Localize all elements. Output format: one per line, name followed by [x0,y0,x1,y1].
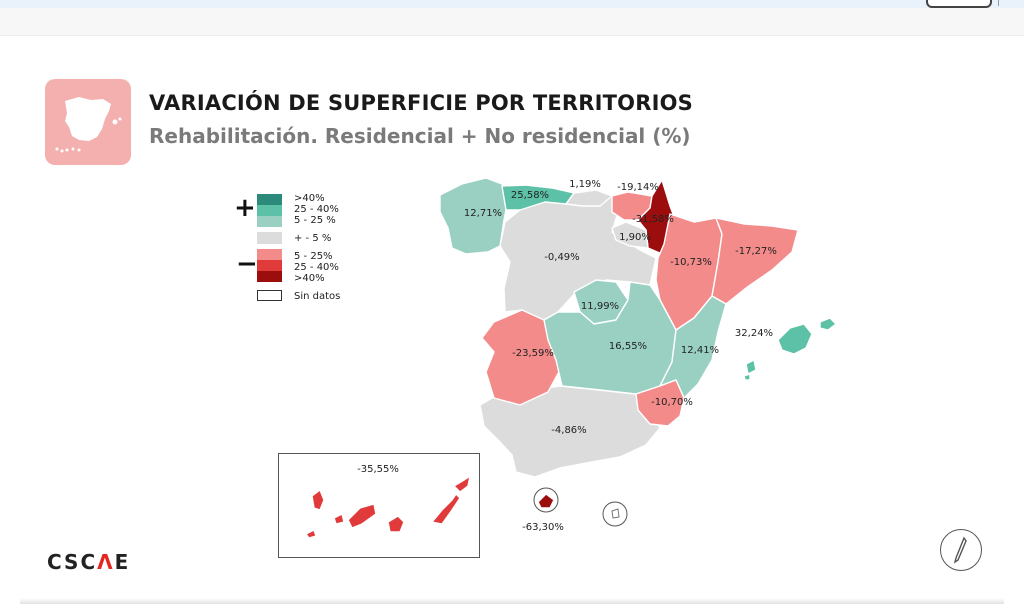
region-baleares-ibiza[interactable] [745,359,757,375]
region-valencia[interactable] [659,295,727,399]
legend-swatch-no-data [257,290,282,301]
compass-icon[interactable] [940,529,982,571]
legend-label: 25 - 40% [294,262,339,273]
region-value-label: -31,58% [632,214,674,225]
legend-minus-symbol: − [236,249,258,279]
browser-top-bar [0,0,1024,8]
region-value-label: -10,70% [651,397,693,408]
legend-swatch-pos-low [257,216,282,227]
region-value-label: 11,99% [581,301,619,312]
region-ceuta[interactable] [537,493,555,509]
region-melilla[interactable] [611,508,620,519]
region-canarias-hierro[interactable] [305,529,317,539]
canarias-inset-box [278,453,480,558]
region-canarias-lanzarote[interactable] [453,475,471,493]
header-band [0,8,1024,36]
legend-label: 25 - 40% [294,204,339,215]
region-castilla-la-mancha[interactable] [543,281,677,395]
legend: + − >40% 25 - 40% 5 - 25 % + - 5 % 5 - 2… [232,190,372,310]
region-value-label: 25,58% [511,190,549,201]
region-murcia[interactable] [635,379,685,427]
region-baleares[interactable] [777,323,813,355]
region-baleares-menorca[interactable] [819,317,837,331]
region-canarias-lapalma[interactable] [311,489,325,511]
legend-swatch-neg-mid [257,260,282,271]
legend-swatch-pos-high [257,194,282,205]
region-value-label: -17,27% [735,246,777,257]
legend-label: + - 5 % [294,233,332,244]
top-button[interactable] [926,0,992,8]
cscae-logo: CSCΛE [47,550,131,574]
region-value-label: -23,59% [512,348,554,359]
legend-swatch-neg-low [257,249,282,260]
region-cantabria[interactable] [565,189,613,207]
legend-plus-symbol: + [234,193,256,223]
region-value-label: -35,55% [357,464,399,475]
legend-label: 5 - 25% [294,251,333,262]
legend-swatch-pos-mid [257,205,282,216]
legend-label: >40% [294,193,325,204]
region-canarias-tenerife[interactable] [347,503,377,529]
region-cataluna[interactable] [711,217,799,305]
legend-label: Sin datos [294,291,341,302]
legend-swatch-neutral [257,232,282,244]
region-canarias-gomera[interactable] [333,513,345,525]
region-value-label: 12,41% [681,345,719,356]
region-value-label: -4,86% [551,425,586,436]
region-value-label: 16,55% [609,341,647,352]
top-separator [998,0,999,6]
legend-label: 5 - 25 % [294,215,336,226]
region-value-label: 12,71% [464,208,502,219]
region-value-label: -19,14% [617,182,659,193]
legend-label: >40% [294,273,325,284]
region-canarias-fuerteventura[interactable] [431,493,461,525]
region-value-label: -63,30% [522,522,564,533]
bottom-shadow [20,598,1004,604]
region-la-rioja[interactable] [611,221,649,249]
region-value-label: 1,19% [569,179,601,190]
region-value-label: -10,73% [670,257,712,268]
region-baleares-formentera[interactable] [743,373,751,381]
region-andalucia[interactable] [479,385,661,478]
page-subtitle: Rehabilitación. Residencial + No residen… [149,124,691,148]
region-canarias-grancanaria[interactable] [387,515,405,533]
legend-swatch-neg-high [257,271,282,282]
region-value-label: -0,49% [544,252,579,263]
spain-map-icon [45,79,131,165]
page-title: VARIACIÓN DE SUPERFICIE POR TERRITORIOS [149,91,693,115]
region-value-label: 32,24% [735,328,773,339]
region-galicia[interactable] [439,177,509,255]
region-value-label: 1,90% [619,232,651,243]
